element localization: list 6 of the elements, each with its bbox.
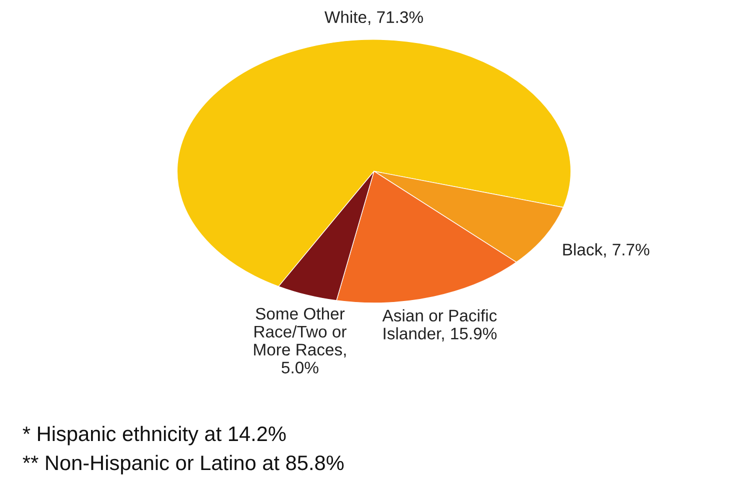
slice-label: Some Other Race/Two or More Races, 5.0% (254, 307, 346, 374)
slice-label: White, 71.3% (324, 10, 423, 26)
slice-label: Black, 7.7% (563, 243, 650, 258)
text: * Hispanic ethnicity at 14.2% (22, 426, 286, 446)
text: ** Non-Hispanic or Latino at 85.8% (22, 454, 344, 474)
slice-label: Asian or Pacific Islander, 15.9% (382, 309, 497, 342)
